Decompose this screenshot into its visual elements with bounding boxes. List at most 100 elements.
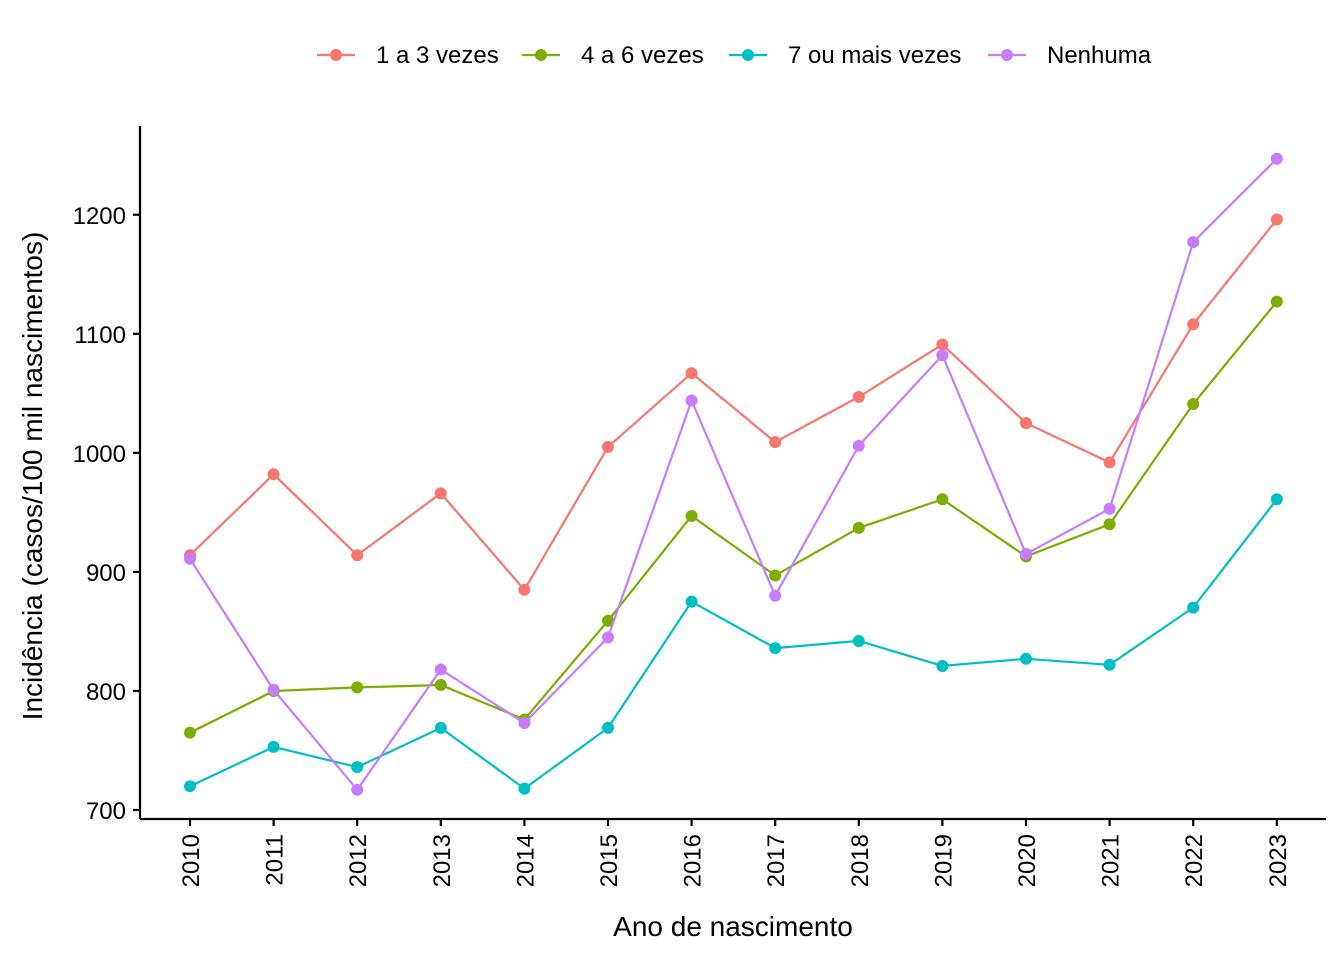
- data-point: [518, 583, 531, 596]
- data-point: [1187, 601, 1200, 614]
- x-tick-label: 2012: [345, 834, 372, 887]
- data-point: [434, 487, 447, 500]
- series-line: [189, 218, 1278, 592]
- y-tick-label: 1200: [73, 203, 126, 230]
- data-point: [685, 394, 698, 407]
- data-point: [769, 569, 782, 582]
- data-point: [936, 338, 949, 351]
- legend-item: 4 a 6 vezes: [522, 42, 704, 69]
- y-tick-label: 1000: [73, 441, 126, 468]
- data-point: [1020, 417, 1032, 430]
- axes: [138, 126, 1326, 821]
- x-tick-label: 2016: [680, 834, 707, 887]
- legend-key-point: [330, 49, 342, 61]
- x-tick-label: 2015: [596, 834, 623, 887]
- series-layer: [184, 152, 1283, 796]
- data-point: [351, 761, 364, 774]
- x-tick-label: 2022: [1181, 834, 1208, 887]
- y-tick-label: 800: [86, 679, 126, 706]
- data-point: [351, 549, 364, 562]
- data-point: [852, 521, 865, 534]
- data-point: [1103, 658, 1116, 671]
- data-point: [434, 678, 447, 691]
- data-point: [1020, 652, 1032, 665]
- series-line: [189, 498, 1278, 790]
- x-tick-label: 2011: [262, 834, 289, 886]
- data-point: [852, 634, 865, 647]
- series-2: [184, 493, 1283, 795]
- x-tick-label: 2013: [429, 834, 456, 887]
- data-point: [434, 663, 447, 676]
- legend-item: 1 a 3 vezes: [317, 42, 499, 69]
- data-point: [1187, 318, 1200, 331]
- data-point: [936, 493, 949, 506]
- data-point: [852, 390, 865, 403]
- data-point: [769, 642, 782, 655]
- data-point: [769, 589, 782, 602]
- data-point: [184, 726, 196, 739]
- data-point: [769, 436, 782, 449]
- data-point: [685, 595, 698, 608]
- data-point: [184, 780, 196, 793]
- x-tick-label: 2023: [1265, 834, 1292, 887]
- x-tick-label: 2018: [847, 834, 874, 887]
- x-tick-label: 2010: [178, 834, 205, 887]
- data-point: [518, 717, 531, 730]
- data-point: [1270, 295, 1283, 308]
- data-point: [1103, 502, 1116, 515]
- series-1: [184, 295, 1283, 739]
- legend-label: 1 a 3 vezes: [376, 42, 499, 69]
- legend-label: Nenhuma: [1047, 42, 1152, 69]
- data-point: [267, 740, 280, 753]
- series-line: [189, 158, 1278, 792]
- data-point: [602, 440, 614, 453]
- legend-item: 7 ou mais vezes: [729, 42, 961, 69]
- y-tick-label: 900: [86, 560, 126, 587]
- data-point: [1270, 213, 1283, 226]
- legend-key-point: [1001, 49, 1013, 61]
- legend-label: 4 a 6 vezes: [581, 42, 704, 69]
- data-point: [267, 683, 280, 696]
- data-point: [685, 367, 698, 380]
- y-axis-title: Incidência (casos/100 mil nascimentos): [17, 232, 48, 721]
- x-tick-label: 2017: [763, 834, 790, 887]
- data-point: [1020, 548, 1032, 561]
- data-point: [434, 721, 447, 734]
- data-point: [1103, 456, 1116, 469]
- legend: 1 a 3 vezes 4 a 6 vezes 7 ou mais vezes Nen…: [317, 42, 1152, 69]
- data-point: [602, 721, 614, 734]
- data-point: [1270, 493, 1283, 506]
- data-point: [184, 552, 196, 565]
- x-tick-label: 2019: [930, 834, 957, 887]
- x-tick-label: 2014: [512, 834, 539, 887]
- data-point: [1103, 518, 1116, 531]
- data-point: [1187, 398, 1200, 411]
- legend-item: Nenhuma: [988, 42, 1152, 69]
- x-axis-title: Ano de nascimento: [613, 911, 853, 942]
- data-point: [351, 783, 364, 796]
- x-ticks: 2010 2011 2012 2013 2014 2015 2016 2017 2018 2019…: [178, 819, 1292, 887]
- y-ticks: 700 800 900 1000 1100 1200: [73, 203, 140, 825]
- y-tick-label: 1100: [74, 322, 126, 349]
- y-tick-label: 700: [86, 798, 126, 825]
- data-point: [685, 509, 698, 522]
- data-point: [351, 681, 364, 694]
- series-3: [184, 152, 1283, 796]
- series-0: [184, 213, 1283, 596]
- x-tick-label: 2021: [1098, 834, 1125, 887]
- data-point: [602, 614, 614, 627]
- data-point: [1270, 152, 1283, 165]
- data-point: [1187, 236, 1200, 249]
- legend-key-point: [535, 49, 547, 61]
- data-point: [518, 782, 531, 795]
- data-point: [936, 349, 949, 362]
- legend-key-point: [742, 49, 754, 61]
- data-point: [852, 439, 865, 452]
- legend-label: 7 ou mais vezes: [788, 42, 961, 69]
- data-point: [267, 468, 280, 481]
- series-line: [189, 301, 1278, 734]
- data-point: [936, 659, 949, 672]
- x-tick-label: 2020: [1014, 834, 1041, 887]
- data-point: [602, 631, 614, 644]
